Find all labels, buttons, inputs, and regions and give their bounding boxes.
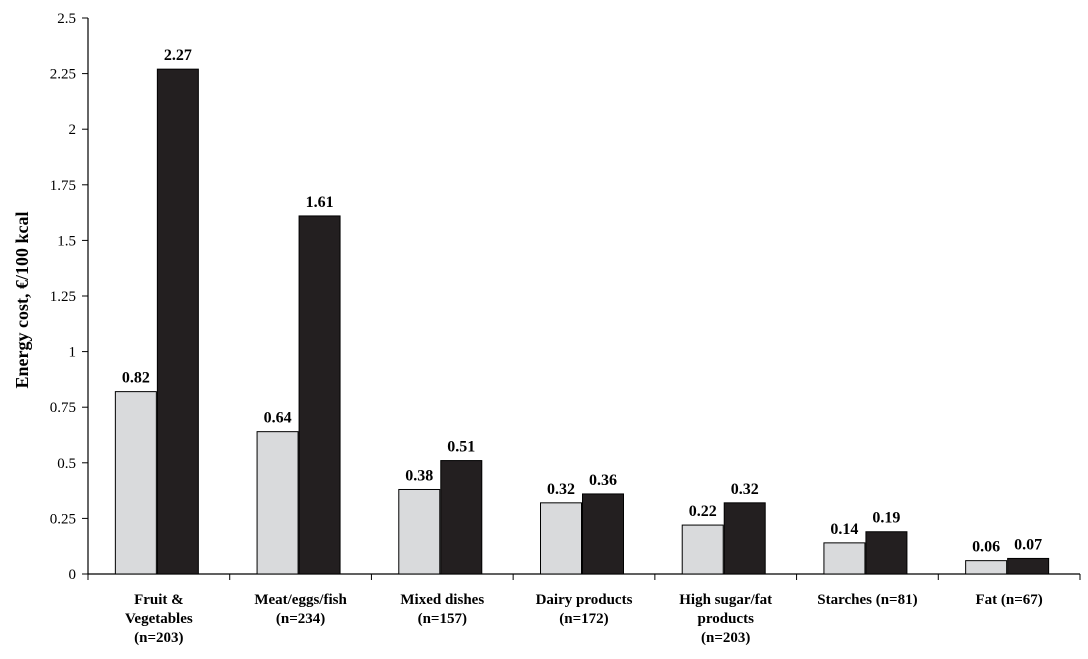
y-tick-label: 0.75 <box>50 400 76 416</box>
x-category-label-line: Mixed dishes <box>400 592 484 608</box>
bar-value-label: 0.36 <box>589 472 617 489</box>
x-category-label-line: Vegetables <box>125 611 193 627</box>
bar-value-label: 0.14 <box>830 521 858 538</box>
y-tick-label: 0 <box>69 567 77 583</box>
bar <box>440 460 483 575</box>
bar <box>681 524 724 575</box>
bar <box>398 488 441 575</box>
x-category-label: Mixed dishes (n=157) <box>400 592 484 627</box>
y-tick-label: 1.75 <box>50 178 76 194</box>
bar-value-label: 0.32 <box>547 481 575 498</box>
y-tick-label: 0.25 <box>50 511 76 527</box>
bar-value-label: 0.32 <box>731 481 759 498</box>
bar-value-label: 0.22 <box>689 503 717 520</box>
x-category-label: High sugar/fat products (n=203) <box>679 592 772 646</box>
bars <box>114 68 1050 575</box>
y-tick-label: 1 <box>69 345 77 361</box>
x-category-label: Starches (n=81) <box>817 592 917 608</box>
y-tick-label: 2.25 <box>50 67 76 83</box>
bar <box>723 502 766 575</box>
bar <box>865 531 908 575</box>
y-tick-label: 0.5 <box>57 456 76 472</box>
value-labels: 0.82 2.27 0.64 1.61 0.38 0.51 0.32 0.36 0.22 0.32… <box>122 47 1042 556</box>
y-tick-label: 2 <box>69 122 77 138</box>
x-category-label: Dairy products (n=172) <box>536 592 633 627</box>
bar-value-label: 0.38 <box>405 467 433 484</box>
bar <box>1007 557 1050 575</box>
bar <box>965 560 1008 575</box>
x-category-label-line: (n=172) <box>559 611 608 627</box>
x-category-label: Meat/eggs/fish (n=234) <box>254 592 347 627</box>
x-category-label-line: Starches (n=81) <box>817 592 917 608</box>
bar-value-label: 0.82 <box>122 370 150 387</box>
y-tick-label: 1.25 <box>50 289 76 305</box>
x-category-label: Fat (n=67) <box>975 592 1042 608</box>
bar-value-label: 0.19 <box>872 510 900 527</box>
x-category-label: Fruit & Vegetables (n=203) <box>125 592 193 646</box>
y-axis-title-group: Energy cost, €/100 kcal <box>12 212 32 389</box>
y-tick-label: 1.5 <box>57 233 76 249</box>
bar <box>582 493 624 575</box>
x-category-label-line: Fat (n=67) <box>975 592 1042 608</box>
x-category-label-line: (n=203) <box>134 630 183 646</box>
y-tick-label: 2.5 <box>57 11 76 27</box>
bar <box>156 68 199 575</box>
bar <box>114 391 157 575</box>
x-category-label-line: Dairy products <box>536 592 633 608</box>
x-category-label-line: (n=157) <box>418 611 467 627</box>
bar-value-label: 2.27 <box>164 47 192 64</box>
bar <box>298 215 341 575</box>
x-category-label-line: High sugar/fat <box>679 592 772 608</box>
bar <box>540 502 582 575</box>
x-category-label-line: products <box>698 611 755 627</box>
bar <box>256 431 299 575</box>
y-axis-title: Energy cost, €/100 kcal <box>12 212 32 389</box>
x-category-label-line: Meat/eggs/fish <box>254 592 347 608</box>
x-category-label-line: (n=234) <box>276 611 325 627</box>
bar <box>823 542 866 575</box>
x-category-label-line: Fruit & <box>134 592 184 608</box>
category-labels: Fruit & Vegetables (n=203) Meat/eggs/fish (n… <box>125 592 1043 646</box>
bar-value-label: 0.51 <box>447 439 475 456</box>
x-category-label-line: (n=203) <box>701 630 750 646</box>
y-axis-ticks: 0 0.25 0.5 0.75 1 1.25 1.5 1.75 2 2.25 2.5 <box>50 11 88 583</box>
bar-value-label: 1.61 <box>306 194 334 211</box>
bar-value-label: 0.06 <box>972 539 1000 556</box>
bar-value-label: 0.64 <box>264 410 292 427</box>
bar-value-label: 0.07 <box>1014 536 1042 553</box>
